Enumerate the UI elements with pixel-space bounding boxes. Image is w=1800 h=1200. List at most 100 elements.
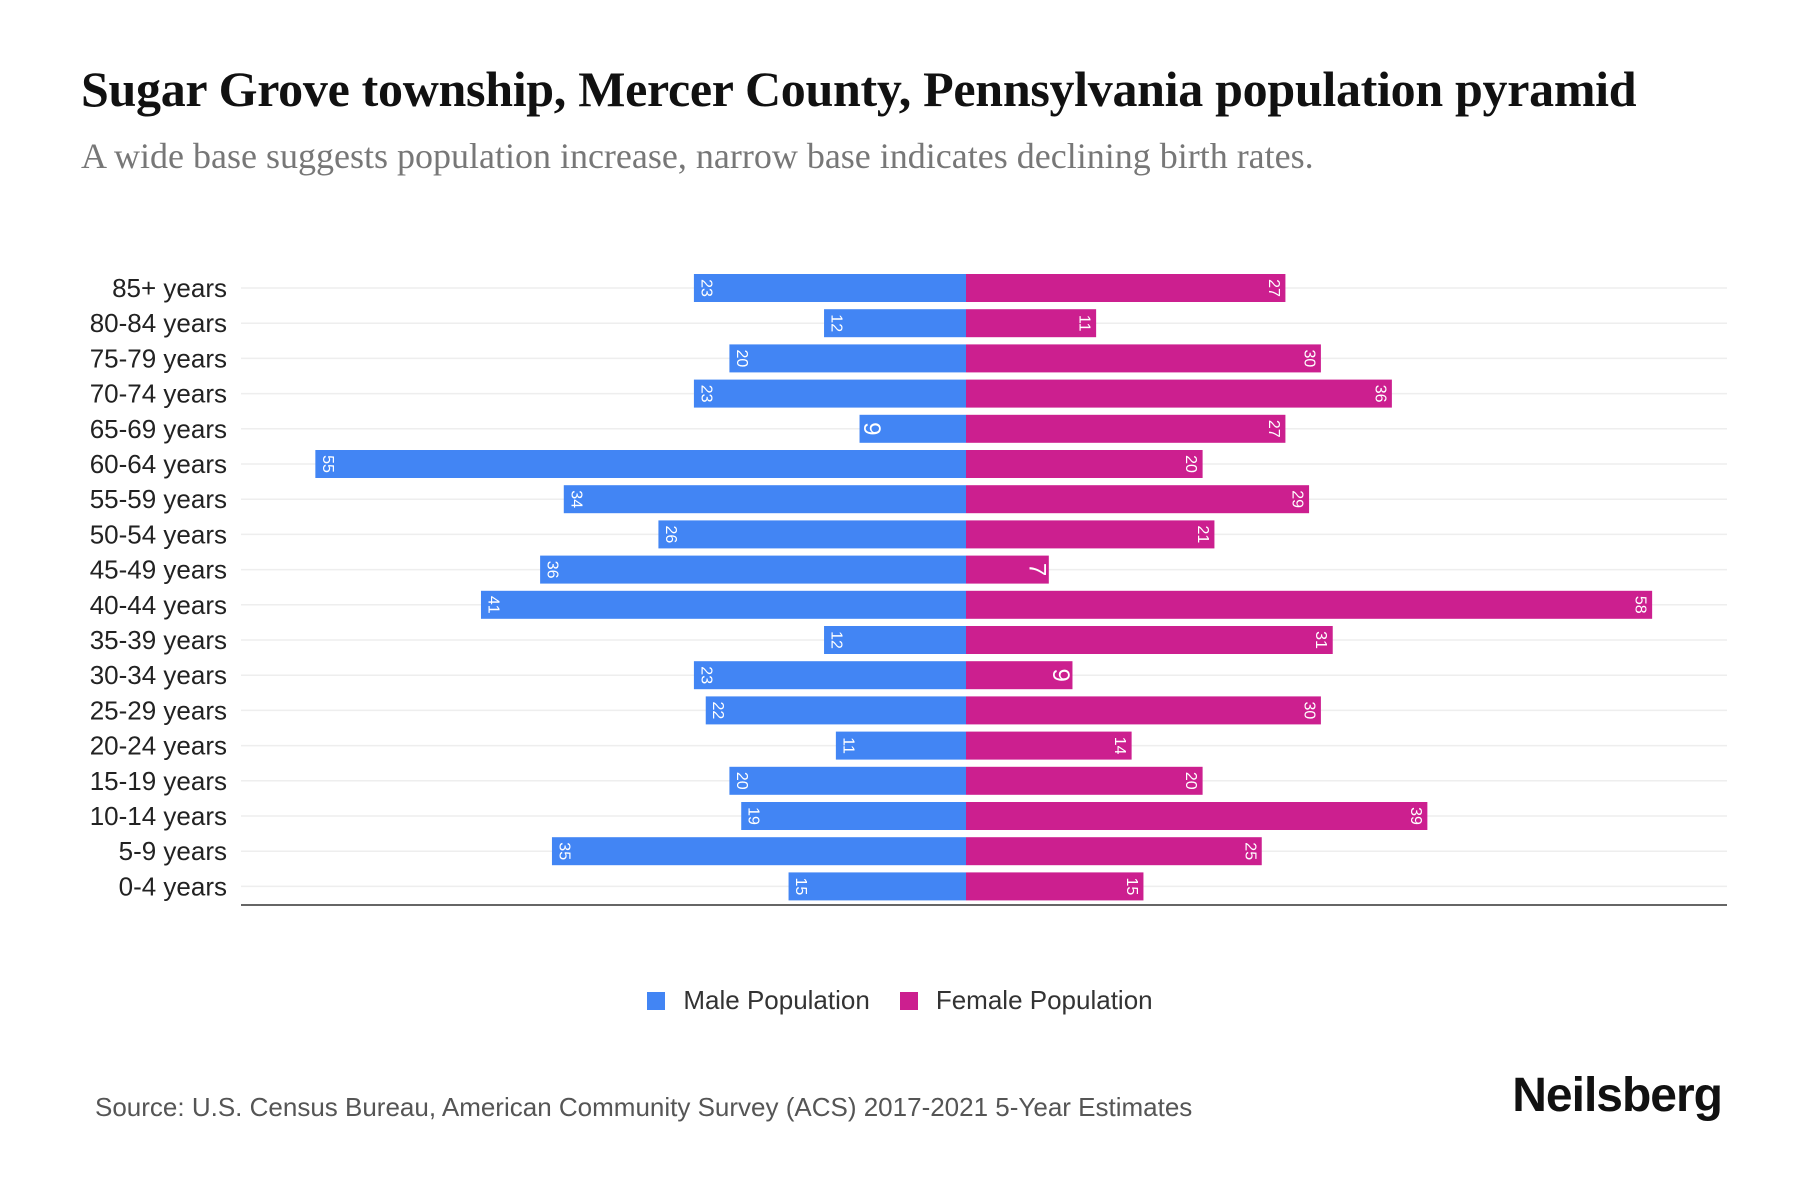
data-label-female: 9 [1047,669,1074,682]
category-label: 15-19 years [90,766,227,796]
legend-item-male[interactable]: Male Population [647,985,870,1016]
bar-male [693,274,966,302]
data-label-male: 20 [733,350,750,368]
legend-label-female: Female Population [935,985,1153,1015]
data-label-female: 36 [1371,385,1388,403]
data-label-female: 14 [1111,737,1128,755]
bar-female [966,450,1203,478]
bar-male [729,766,966,795]
data-label-female: 29 [1289,490,1306,508]
data-label-female: 27 [1265,279,1282,297]
category-label: 30-34 years [90,660,227,690]
data-label-male: 55 [319,455,336,473]
legend: Male Population Female Population [0,985,1800,1016]
data-label-male: 12 [828,631,845,649]
data-label-female: 15 [1123,878,1140,896]
bar-male [729,344,966,373]
data-label-female: 20 [1182,455,1199,473]
data-label-male: 23 [697,385,714,403]
pyramid-chart: 85+ years 23 27 80-84 years 12 11 75-79 years 2… [90,273,1727,906]
category-label: 35-39 years [90,625,227,655]
category-label: 45-49 years [90,555,227,585]
data-label-female: 25 [1241,842,1258,860]
data-label-male: 15 [792,878,809,896]
category-label: 75-79 years [90,343,227,373]
category-label: 25-29 years [90,695,227,725]
bar-female [966,696,1321,725]
data-label-male: 26 [662,526,679,544]
bar-male [788,872,966,901]
bar-female [966,520,1215,549]
data-label-male: 22 [709,702,726,720]
data-label-male: 9 [858,422,885,435]
bar-male [540,555,966,584]
bar-female [966,344,1321,373]
category-label: 20-24 years [90,731,227,761]
data-label-female: 39 [1407,807,1424,825]
bar-male [693,379,966,408]
bar-female [966,274,1286,302]
bar-male [563,485,966,514]
category-label: 50-54 years [90,519,227,549]
data-label-female: 30 [1300,702,1317,720]
category-label: 5-9 years [119,836,227,866]
bar-male [693,661,966,690]
bar-male [658,520,966,549]
bar-male [315,450,967,478]
data-label-male: 35 [555,842,572,860]
data-label-female: 7 [1023,563,1050,576]
category-label: 65-69 years [90,414,227,444]
source-note: Source: U.S. Census Bureau, American Com… [95,1092,1193,1122]
data-label-male: 20 [733,772,750,790]
data-label-female: 30 [1300,350,1317,368]
data-label-male: 34 [567,490,584,508]
data-label-male: 12 [828,314,845,332]
category-label: 10-14 years [90,801,227,831]
data-label-female: 58 [1632,596,1649,614]
bar-female [966,766,1203,795]
chart-title: Sugar Grove township, Mercer County, Pen… [81,61,1637,117]
category-label: 80-84 years [90,308,227,338]
legend-swatch-male [647,991,666,1010]
data-label-female: 31 [1312,631,1329,649]
bar-female [966,802,1428,830]
bar-female [966,309,1097,338]
bar-female [966,731,1132,760]
bar-male [835,731,966,760]
data-label-female: 27 [1265,420,1282,438]
data-label-female: 21 [1194,526,1211,544]
data-label-male: 19 [745,807,762,825]
legend-label-male: Male Population [683,985,870,1015]
bar-female [966,661,1073,690]
data-label-female: 20 [1182,772,1199,790]
data-label-male: 36 [544,561,561,579]
bar-female [966,485,1310,514]
bar-female [966,379,1392,408]
bar-male [551,837,966,866]
bar-female [966,555,1049,584]
data-label-male: 23 [697,666,714,684]
bar-female [966,414,1286,443]
bar-female [966,590,1653,619]
category-label: 40-44 years [90,590,227,620]
bar-female [966,837,1262,866]
data-label-male: 41 [484,596,501,614]
legend-swatch-female [899,991,918,1010]
neilsberg-logo: Neilsberg [1512,1069,1723,1122]
legend-item-female[interactable]: Female Population [899,985,1153,1016]
data-label-male: 23 [697,279,714,297]
category-label: 55-59 years [90,484,227,514]
bar-male [741,802,966,830]
bar-male [824,309,966,338]
bar-female [966,626,1333,654]
bar-male [859,414,966,443]
category-label: 70-74 years [90,379,227,409]
bar-male [824,626,966,654]
chart-subtitle: A wide base suggests population increase… [81,136,1314,176]
bar-male [480,590,966,619]
category-label: 60-64 years [90,449,227,479]
category-label: 85+ years [112,273,227,303]
bar-female [966,872,1144,901]
category-label: 0-4 years [119,871,227,901]
data-label-male: 11 [839,737,856,754]
